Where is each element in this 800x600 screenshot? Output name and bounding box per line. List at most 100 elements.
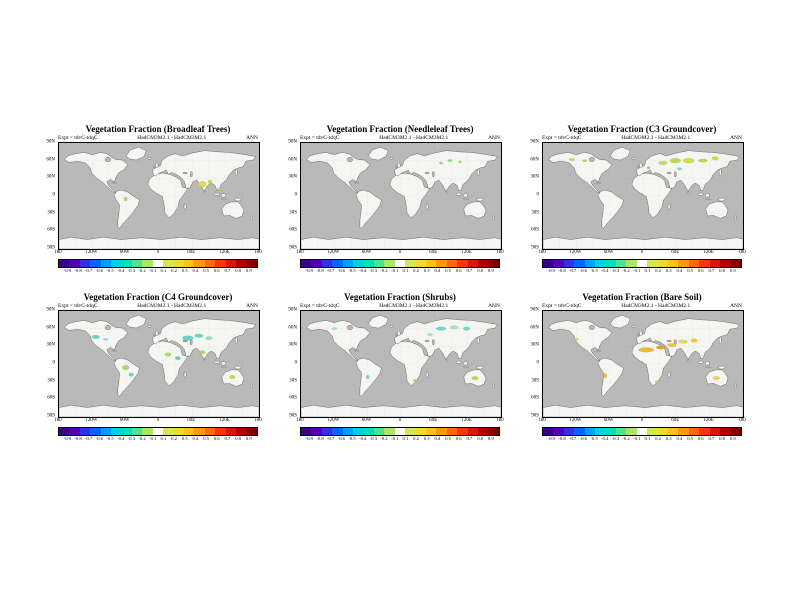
anomaly-patch bbox=[199, 350, 206, 355]
anomaly-patch bbox=[123, 197, 128, 201]
colorbar-tick-label: 0.5 bbox=[445, 268, 451, 273]
colorbar-tick-label: -0.2 bbox=[138, 436, 146, 441]
anomaly-patches bbox=[91, 333, 236, 379]
anomaly-patches bbox=[569, 156, 719, 171]
model-diff-label: HadCM3M2.1 - HadCM3M2.1 bbox=[621, 303, 691, 309]
colorbar-tick-label: -0.3 bbox=[127, 268, 135, 273]
x-axis-labels: 180 120W 60W 0 60E 120E 180 bbox=[296, 250, 504, 257]
colorbar-tick-label: -0.5 bbox=[590, 436, 598, 441]
anomaly-patch bbox=[435, 326, 447, 331]
world-map bbox=[58, 142, 260, 250]
x-tick-label: 60W bbox=[603, 418, 614, 423]
x-tick-label: 120E bbox=[703, 250, 714, 255]
colorbar-tick-label: -0.1 bbox=[391, 268, 399, 273]
figure-root: Vegetation Fraction (Broadleaf Trees) Ex… bbox=[42, 124, 762, 442]
y-tick-label: 60N bbox=[288, 157, 297, 163]
x-tick-label: 180 bbox=[738, 418, 746, 423]
x-axis-labels: 180 120W 60W 0 60E 120E 180 bbox=[54, 418, 262, 425]
x-tick-label: 180 bbox=[538, 250, 546, 255]
x-tick-label: 0 bbox=[398, 418, 402, 423]
map-panel: Vegetation Fraction (Needleleaf Trees) E… bbox=[284, 124, 520, 274]
y-axis-labels: 90N 60N 30N 0 30S 60S 90S bbox=[42, 140, 56, 251]
colorbar-cell bbox=[69, 260, 80, 267]
colorbar-tick-label: -0.6 bbox=[579, 436, 587, 441]
colorbar-cell bbox=[121, 428, 132, 435]
y-tick-label: 90N bbox=[530, 307, 539, 313]
colorbar-tick-label: -0.4 bbox=[117, 268, 125, 273]
colorbar-tick-label: 0.7 bbox=[224, 436, 231, 441]
y-tick-label: 30N bbox=[288, 174, 297, 180]
colorbar-cell bbox=[173, 428, 185, 435]
colorbar-tick-label: 0.2 bbox=[413, 268, 419, 273]
colorbar: -0.9 -0.8 -0.7 -0.6 -0.5 -0.4 -0.3 -0.2 -0.1 0.1 0… bbox=[542, 427, 742, 442]
colorbar-tick-label: -0.8 bbox=[74, 436, 82, 441]
colorbar-tick-label: 0.9 bbox=[245, 268, 252, 273]
colorbar-tick-label: -0.9 bbox=[63, 268, 71, 273]
x-tick-label: 120E bbox=[461, 250, 472, 255]
colorbar-tick-label: -0.4 bbox=[601, 436, 609, 441]
anomaly-patch bbox=[229, 375, 236, 379]
x-tick-label: 0 bbox=[398, 250, 402, 255]
colorbar-cell bbox=[311, 428, 322, 435]
x-axis-labels: 180 120W 60W 0 60E 120E 180 bbox=[538, 250, 746, 257]
y-tick-label: 90N bbox=[46, 307, 55, 313]
map-panel: Vegetation Fraction (Broadleaf Trees) Ex… bbox=[42, 124, 278, 274]
world-map bbox=[300, 310, 502, 418]
colorbar-cell bbox=[69, 428, 80, 435]
y-axis-labels: 90N 60N 30N 0 30S 60S 90S bbox=[284, 308, 298, 419]
colorbar-tick-label: -0.5 bbox=[106, 268, 114, 273]
y-tick-label: 0 bbox=[294, 192, 298, 198]
anomaly-patch bbox=[198, 181, 207, 188]
colorbar-cell bbox=[59, 428, 70, 435]
anomaly-patch bbox=[698, 158, 708, 163]
x-tick-label: 0 bbox=[640, 418, 644, 423]
colorbar-cell bbox=[184, 260, 195, 267]
colorbar-cells bbox=[58, 259, 258, 268]
y-tick-label: 60N bbox=[530, 157, 539, 163]
colorbar-tick-label: 0.5 bbox=[687, 268, 693, 273]
x-tick-label: 60E bbox=[429, 418, 438, 423]
colorbar-cell bbox=[488, 428, 500, 435]
y-tick-label: 60S bbox=[47, 227, 55, 233]
anomaly-patch bbox=[682, 158, 695, 164]
colorbar-cell bbox=[657, 260, 669, 267]
colorbar-tick-label: -0.5 bbox=[590, 268, 598, 273]
y-tick-label: 0 bbox=[52, 360, 56, 366]
colorbar-tick-label: -0.8 bbox=[316, 268, 324, 273]
y-tick-label: 60N bbox=[530, 325, 539, 331]
colorbar-cell bbox=[152, 260, 164, 267]
map-panel: Vegetation Fraction (C3 Groundcover) Exp… bbox=[526, 124, 762, 274]
anomaly-patch bbox=[690, 338, 698, 343]
colorbar-tick-label: -0.8 bbox=[558, 268, 566, 273]
panel-title: Vegetation Fraction (C4 Groundcover) bbox=[83, 292, 233, 302]
colorbar-cell bbox=[574, 428, 585, 435]
colorbar-cell bbox=[394, 260, 406, 267]
map-area: 90N 60N 30N 0 30S 60S 90S bbox=[46, 140, 260, 251]
anomaly-patch bbox=[603, 373, 607, 379]
colorbar-cell bbox=[246, 260, 258, 267]
anomaly-patch bbox=[122, 365, 130, 370]
colorbar-tick-label: -0.9 bbox=[305, 268, 313, 273]
y-tick-label: 90N bbox=[288, 139, 297, 145]
colorbar-cell bbox=[90, 428, 101, 435]
anomaly-patch bbox=[463, 326, 470, 331]
anomaly-patch bbox=[656, 345, 666, 350]
season-label: ANN bbox=[246, 303, 258, 309]
colorbar-cell bbox=[668, 260, 679, 267]
x-tick-label: 180 bbox=[54, 250, 62, 255]
colorbar-cell bbox=[615, 260, 627, 267]
colorbar-tick-label: -0.7 bbox=[85, 268, 93, 273]
colorbar-cell bbox=[563, 428, 575, 435]
x-tick-label: 60E bbox=[671, 250, 680, 255]
colorbar-tick-label: -0.3 bbox=[611, 436, 619, 441]
x-tick-label: 180 bbox=[738, 250, 746, 255]
anomaly-patch bbox=[128, 372, 134, 377]
colorbar-cell bbox=[678, 428, 689, 435]
colorbar-ticks: -0.9 -0.8 -0.7 -0.6 -0.5 -0.4 -0.3 -0.2 -0.1 0.1 0… bbox=[58, 268, 258, 274]
anomaly-patch bbox=[217, 187, 221, 191]
colorbar-cell bbox=[301, 428, 312, 435]
colorbar-cell bbox=[332, 428, 343, 435]
model-diff-label: HadCM3M2.1 - HadCM3M2.1 bbox=[379, 135, 449, 141]
x-tick-label: 120W bbox=[85, 250, 98, 255]
colorbar-cell bbox=[595, 260, 606, 267]
